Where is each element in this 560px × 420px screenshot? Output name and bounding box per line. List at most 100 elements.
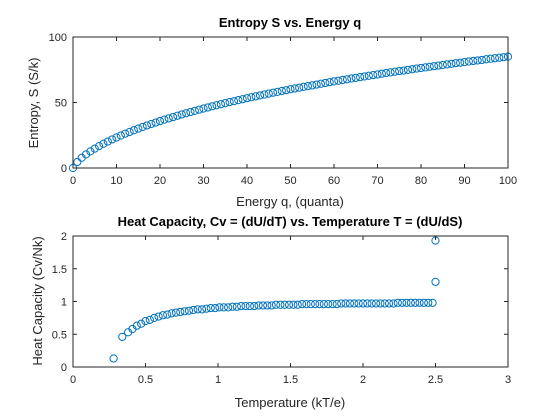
entropy-data-point [282, 86, 291, 95]
entropy-data-point [373, 70, 382, 79]
entropy-data-point [469, 56, 478, 66]
heat-capacity-y-tick-label: 2 [61, 231, 67, 243]
entropy-data-point [90, 144, 99, 153]
heat-capacity-data-point [371, 299, 381, 308]
entropy-data-point [329, 77, 339, 86]
heat-capacity-data-point [215, 303, 224, 312]
entropy-y-ticks: 0 50 100 [49, 32, 508, 175]
entropy-data-point [290, 84, 299, 93]
heat-capacity-data-point [154, 312, 163, 321]
entropy-data-point [242, 94, 252, 103]
heat-capacity-data-point [137, 319, 146, 328]
entropy-axes-frame [72, 36, 509, 169]
entropy-data-points [68, 52, 513, 173]
entropy-data-point [116, 131, 125, 140]
heat-capacity-data-point [302, 300, 311, 309]
entropy-data-point [482, 55, 491, 64]
entropy-data-point [338, 75, 347, 85]
entropy-data-point [434, 61, 443, 70]
entropy-x-tick-label: 50 [284, 175, 296, 187]
entropy-data-point [99, 139, 108, 148]
entropy-data-point [138, 122, 147, 132]
heat-capacity-data-point [284, 300, 294, 309]
heat-capacity-data-point [389, 299, 398, 308]
entropy-data-point [308, 81, 317, 90]
heat-capacity-data-point [345, 299, 355, 308]
entropy-data-point [212, 101, 221, 110]
entropy-data-point [168, 112, 178, 122]
entropy-data-point [277, 86, 286, 96]
heat-capacity-data-point [211, 303, 220, 313]
entropy-data-point [269, 88, 278, 97]
entropy-data-point [477, 55, 486, 65]
heat-capacity-data-point [298, 300, 307, 309]
entropy-data-point [190, 106, 199, 115]
entropy-data-point [251, 92, 260, 101]
heat-capacity-data-point [163, 310, 172, 319]
entropy-y-tick-label: 0 [61, 163, 67, 175]
heat-capacity-data-point [415, 298, 424, 307]
entropy-data-point [412, 64, 421, 73]
entropy-data-point [295, 83, 304, 92]
entropy-data-point [103, 137, 112, 146]
entropy-data-point [129, 126, 138, 135]
entropy-data-point [108, 135, 117, 144]
heat-capacity-data-point [328, 300, 337, 309]
entropy-data-point [399, 66, 408, 75]
entropy-data-point [334, 76, 343, 85]
heat-capacity-data-point [189, 305, 198, 315]
heat-capacity-data-point [341, 299, 350, 308]
entropy-data-point [416, 63, 426, 73]
entropy-x-tick-label: 40 [241, 175, 253, 187]
heat-capacity-y-tick-label: 1 [61, 297, 67, 309]
heat-capacity-data-point [398, 298, 407, 307]
entropy-data-point [147, 119, 156, 129]
entropy-data-point [208, 102, 217, 111]
entropy-data-point [356, 72, 365, 82]
entropy-data-point [173, 111, 182, 120]
heat-capacity-data-point [380, 299, 389, 308]
heat-capacity-y-tick-label: 0 [61, 362, 67, 374]
heat-capacity-plot: Heat Capacity, Cv = (dU/dT) vs. Temperat… [30, 214, 511, 410]
entropy-data-point [316, 79, 326, 88]
heat-capacity-data-point [150, 313, 159, 322]
heat-capacity-data-point [184, 306, 194, 315]
heat-capacity-y-tick-label: 1.5 [52, 264, 67, 276]
entropy-data-point [486, 54, 495, 63]
entropy-data-point [112, 133, 121, 142]
heat-capacity-data-point [280, 300, 289, 309]
entropy-x-axis-label: Energy q, (quanta) [236, 194, 344, 209]
heat-capacity-data-point [241, 301, 250, 311]
entropy-x-ticks: 0 10 20 30 40 50 60 70 80 90 100 [70, 37, 517, 187]
entropy-data-point [155, 117, 165, 126]
heat-capacity-data-point [109, 354, 118, 363]
heat-capacity-data-point [376, 299, 385, 308]
entropy-data-point [499, 53, 508, 62]
entropy-data-point [73, 157, 82, 167]
heat-capacity-data-point [228, 302, 237, 311]
entropy-data-point [460, 58, 469, 67]
heat-capacity-data-point [402, 298, 411, 307]
heat-capacity-data-point [332, 300, 341, 309]
entropy-x-tick-label: 10 [110, 175, 122, 187]
entropy-x-tick-label: 60 [328, 175, 340, 187]
entropy-data-point [125, 127, 134, 137]
heat-capacity-data-point [219, 303, 228, 312]
heat-capacity-data-point [141, 317, 150, 326]
heat-capacity-data-point [232, 302, 241, 311]
heat-capacity-data-point [337, 299, 346, 308]
entropy-data-point [443, 60, 452, 69]
heat-capacity-y-tick-label: 0.5 [52, 329, 67, 341]
heat-capacity-data-point [171, 308, 181, 317]
entropy-data-point [142, 121, 152, 130]
heat-capacity-data-points [109, 236, 440, 363]
entropy-data-point [321, 78, 330, 88]
heat-capacity-data-point [393, 298, 402, 307]
heat-capacity-data-point [424, 298, 433, 307]
heat-capacity-x-tick-label: 0.5 [138, 374, 153, 386]
entropy-data-point [177, 110, 186, 119]
heat-capacity-y-axis-label: Heat Capacity (Cv/Nk) [30, 236, 45, 365]
entropy-data-point [199, 104, 208, 113]
entropy-data-point [134, 124, 143, 133]
